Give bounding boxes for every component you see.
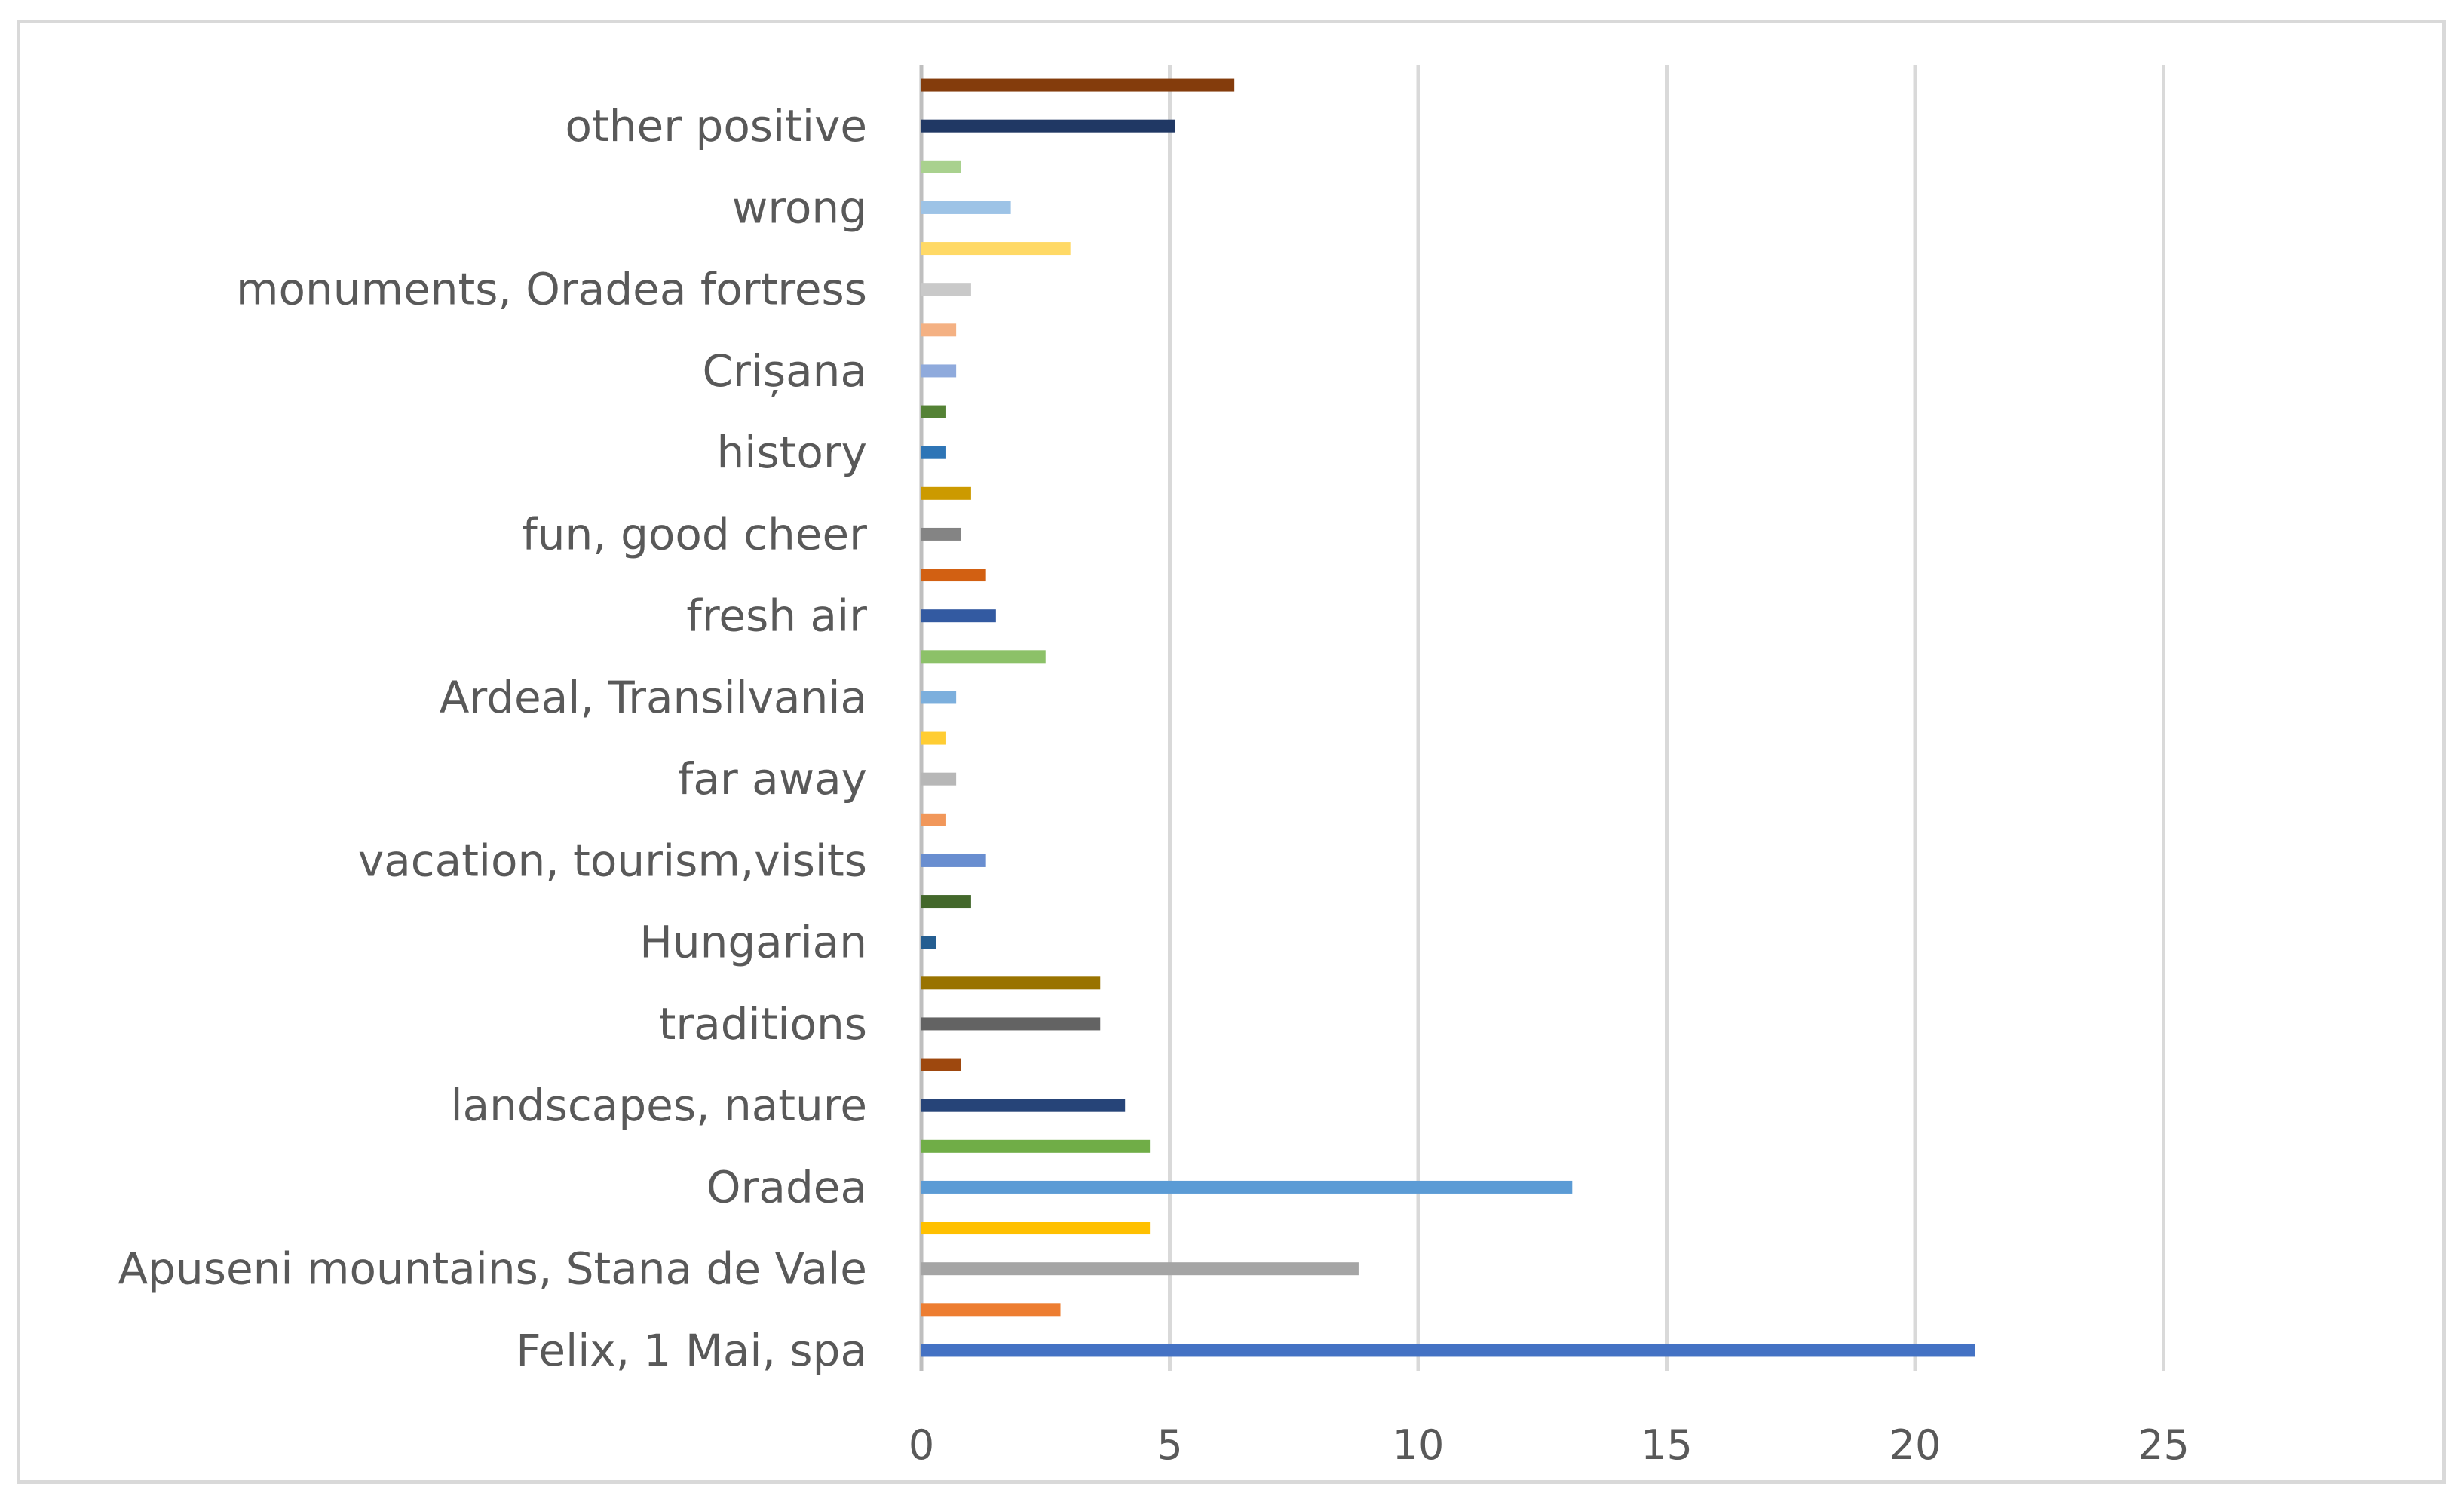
bar — [921, 119, 1175, 133]
category-label: vacation, tourism,visits — [358, 835, 867, 886]
bar — [921, 1099, 1126, 1112]
bar — [921, 813, 946, 826]
bar — [921, 569, 986, 582]
category-axis: Felix, 1 Mai, spa Apuseni mountains, Stan… — [118, 100, 867, 1376]
bar — [921, 772, 957, 786]
bar — [921, 895, 971, 909]
bar — [921, 1180, 1573, 1194]
x-tick-label: 0 — [909, 1421, 934, 1469]
bar — [921, 160, 961, 173]
category-label: wrong — [732, 182, 867, 233]
category-label: Apuseni mountains, Stana de Vale — [118, 1243, 867, 1295]
bar — [921, 405, 946, 418]
bar — [921, 364, 957, 378]
category-label: history — [717, 427, 868, 478]
value-axis: 0 5 10 15 20 25 — [909, 1421, 2190, 1469]
category-label: fun, good cheer — [522, 508, 867, 559]
bar — [921, 78, 1235, 92]
bar — [921, 731, 946, 745]
bar — [921, 283, 971, 296]
chart-frame — [17, 20, 2446, 1484]
bar — [921, 1017, 1101, 1031]
category-label: far away — [678, 753, 867, 805]
bar — [921, 976, 1101, 990]
bar — [921, 1222, 1151, 1235]
category-label: landscapes, nature — [450, 1080, 867, 1131]
category-label: Felix, 1 Mai, spa — [516, 1325, 867, 1376]
grid-lines — [919, 65, 2165, 1371]
x-tick-label: 25 — [2138, 1421, 2190, 1469]
bar — [921, 1344, 1975, 1357]
bar — [921, 1058, 961, 1071]
bar — [921, 527, 961, 541]
x-tick-label: 10 — [1393, 1421, 1445, 1469]
x-tick-label: 5 — [1157, 1421, 1182, 1469]
bar — [921, 936, 936, 949]
bar — [921, 201, 1011, 214]
category-label: Hungarian — [639, 917, 867, 968]
bar — [921, 1303, 1061, 1317]
category-label: Oradea — [706, 1161, 867, 1212]
bar — [921, 446, 946, 459]
category-label: other positive — [565, 100, 867, 152]
bar — [921, 854, 986, 867]
category-label: traditions — [659, 998, 867, 1050]
bar — [921, 1139, 1151, 1153]
bar — [921, 691, 957, 704]
x-tick-label: 20 — [1889, 1421, 1941, 1469]
bar — [921, 486, 971, 500]
bar — [921, 242, 1071, 256]
bar — [921, 323, 957, 337]
bar — [921, 1262, 1359, 1276]
category-label: monuments, Oradea fortress — [236, 264, 867, 315]
bar — [921, 609, 996, 623]
category-label: fresh air — [686, 590, 867, 642]
bar-series — [921, 78, 1975, 1357]
category-label: Crișana — [702, 345, 867, 397]
category-label: Ardeal, Transilvania — [440, 672, 867, 723]
x-tick-label: 15 — [1641, 1421, 1693, 1469]
bar — [921, 650, 1046, 664]
